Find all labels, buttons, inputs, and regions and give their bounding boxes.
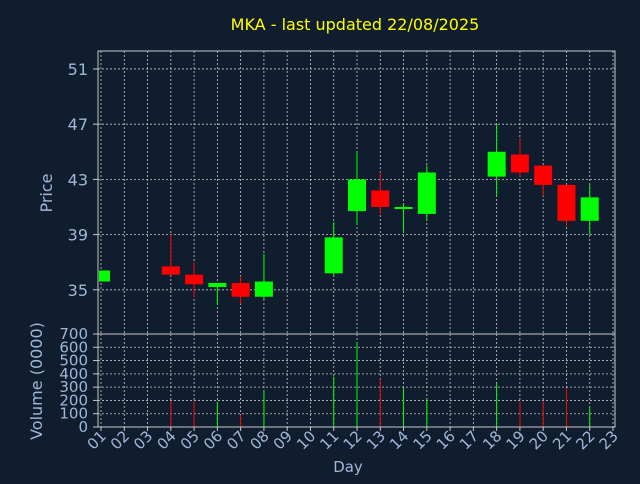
price-tick-label: 35: [68, 281, 88, 300]
x-tick-label: 23: [596, 427, 622, 453]
volume-tick-label: 300: [59, 378, 88, 396]
chart-title: MKA - last updated 22/08/2025: [231, 15, 480, 34]
volume-axis-label: Volume (0000): [27, 322, 46, 440]
candle-body: [487, 151, 506, 177]
price-candles: [99, 124, 599, 306]
volume-tick-label: 600: [59, 338, 88, 356]
candle-body: [254, 281, 273, 297]
candle-body: [208, 282, 227, 288]
volume-tick-label: 100: [59, 405, 88, 423]
candle-body: [394, 206, 413, 209]
x-axis-label: Day: [333, 458, 363, 476]
candle-body: [580, 197, 599, 221]
volume-tick-label: 700: [59, 325, 88, 343]
volume-tick-label: 500: [59, 352, 88, 370]
candle-body: [557, 184, 576, 221]
candle-body: [161, 266, 180, 275]
candle-body: [348, 179, 366, 212]
price-tick-label: 47: [68, 115, 88, 134]
volume-tick-label: 400: [59, 365, 88, 383]
candle-body: [510, 154, 529, 173]
price-axis-label: Price: [37, 173, 56, 212]
candle-body: [324, 237, 343, 274]
volume-tick-label: 200: [59, 391, 88, 409]
candle-body: [534, 165, 553, 185]
price-tick-label: 51: [68, 60, 88, 79]
candle-body: [371, 190, 390, 207]
volume-bars: [170, 341, 591, 427]
candle-body: [99, 270, 110, 282]
candle-body: [231, 282, 250, 297]
volume-tick-label: 0: [78, 418, 88, 436]
candle-body: [417, 172, 436, 214]
price-tick-label: 43: [68, 170, 88, 189]
candle-body: [185, 274, 204, 285]
price-tick-label: 39: [68, 226, 88, 245]
